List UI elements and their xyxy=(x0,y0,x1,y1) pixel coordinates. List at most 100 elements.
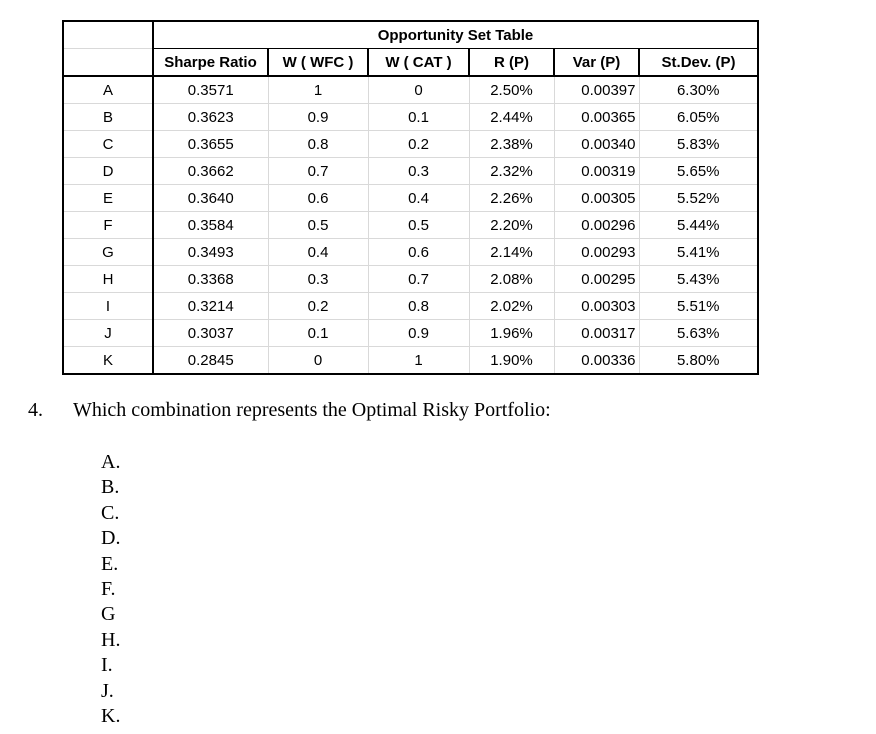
column-header-r-p: R (P) xyxy=(468,48,555,77)
row-label: B xyxy=(62,103,154,131)
question: 4. Which combination represents the Opti… xyxy=(28,399,551,422)
row-label: F xyxy=(62,211,154,239)
table-cell: 0.00340 xyxy=(553,130,640,158)
row-label: I xyxy=(62,292,154,320)
table-cell: 0.00336 xyxy=(553,346,640,375)
header-blank-cell xyxy=(62,48,154,77)
table-cell: 0.2 xyxy=(367,130,470,158)
table-cell: 0.4 xyxy=(267,238,369,266)
table-row: H 0.3368 0.3 0.7 2.08% 0.00295 5.43% xyxy=(62,265,759,293)
answer-option: H. xyxy=(101,628,121,651)
answer-option: I. xyxy=(101,654,113,677)
table-cell: 5.43% xyxy=(638,265,759,293)
table-cell: 0.6 xyxy=(367,238,470,266)
table-row: D 0.3662 0.7 0.3 2.32% 0.00319 5.65% xyxy=(62,157,759,185)
answer-option: D. xyxy=(101,527,121,550)
table-cell: 2.50% xyxy=(468,75,555,104)
table-cell: 0.3214 xyxy=(152,292,269,320)
table-cell: 0.00295 xyxy=(553,265,640,293)
table-row: F 0.3584 0.5 0.5 2.20% 0.00296 5.44% xyxy=(62,211,759,239)
table-cell: 5.52% xyxy=(638,184,759,212)
row-label: J xyxy=(62,319,154,347)
table-cell: 0.7 xyxy=(267,157,369,185)
answer-option: K. xyxy=(101,704,121,727)
table-title: Opportunity Set Table xyxy=(152,20,759,49)
column-header-stdev-p: St.Dev. (P) xyxy=(638,48,759,77)
table-cell: 0.9 xyxy=(367,319,470,347)
table-cell: 0.1 xyxy=(367,103,470,131)
table-cell: 0.8 xyxy=(367,292,470,320)
answer-option: A. xyxy=(101,451,121,473)
table-cell: 0.8 xyxy=(267,130,369,158)
table-row: E 0.3640 0.6 0.4 2.26% 0.00305 5.52% xyxy=(62,184,759,212)
table-cell: 5.41% xyxy=(638,238,759,266)
table-cell: 0.5 xyxy=(367,211,470,239)
table-cell: 0.00365 xyxy=(553,103,640,131)
row-label: A xyxy=(62,75,154,104)
answer-option: E. xyxy=(101,552,119,575)
answer-option: J. xyxy=(101,679,114,702)
table-cell: 0.3584 xyxy=(152,211,269,239)
table-cell: 6.30% xyxy=(638,75,759,104)
table-cell: 0.6 xyxy=(267,184,369,212)
table-cell: 6.05% xyxy=(638,103,759,131)
table-cell: 2.32% xyxy=(468,157,555,185)
table-cell: 2.20% xyxy=(468,211,555,239)
table-cell: 0 xyxy=(367,75,470,104)
column-header-w-cat: W ( CAT ) xyxy=(367,48,470,77)
opportunity-set-table: Opportunity Set Table Sharpe Ratio W ( W… xyxy=(62,20,759,375)
row-label: K xyxy=(62,346,154,375)
table-cell: 5.83% xyxy=(638,130,759,158)
table-header-row: Sharpe Ratio W ( WFC ) W ( CAT ) R (P) V… xyxy=(62,48,759,77)
answer-option: G xyxy=(101,603,116,626)
table-row: A 0.3571 1 0 2.50% 0.00397 6.30% xyxy=(62,75,759,104)
table-row: J 0.3037 0.1 0.9 1.96% 0.00317 5.63% xyxy=(62,319,759,347)
table-cell: 0.2 xyxy=(267,292,369,320)
table-cell: 0 xyxy=(267,346,369,375)
table-cell: 0.3 xyxy=(367,157,470,185)
table-cell: 0.3655 xyxy=(152,130,269,158)
table-cell: 0.00317 xyxy=(553,319,640,347)
table-cell: 0.2845 xyxy=(152,346,269,375)
corner-blank-cell xyxy=(62,20,154,49)
row-label: E xyxy=(62,184,154,212)
table-row: K 0.2845 0 1 1.90% 0.00336 5.80% xyxy=(62,346,759,375)
table-cell: 0.7 xyxy=(367,265,470,293)
column-header-sharpe-ratio: Sharpe Ratio xyxy=(152,48,269,77)
table-cell: 0.3640 xyxy=(152,184,269,212)
row-label: D xyxy=(62,157,154,185)
answer-option: F. xyxy=(101,577,116,600)
table-cell: 0.3623 xyxy=(152,103,269,131)
table-cell: 2.14% xyxy=(468,238,555,266)
row-label: G xyxy=(62,238,154,266)
table-cell: 0.3493 xyxy=(152,238,269,266)
column-header-var-p: Var (P) xyxy=(553,48,640,77)
table-cell: 2.08% xyxy=(468,265,555,293)
table-cell: 5.80% xyxy=(638,346,759,375)
table-cell: 0.1 xyxy=(267,319,369,347)
table-cell: 5.63% xyxy=(638,319,759,347)
table-cell: 0.3037 xyxy=(152,319,269,347)
table-cell: 0.3 xyxy=(267,265,369,293)
question-number: 4. xyxy=(28,399,43,421)
table-cell: 1 xyxy=(367,346,470,375)
table-row: C 0.3655 0.8 0.2 2.38% 0.00340 5.83% xyxy=(62,130,759,158)
table-cell: 0.00293 xyxy=(553,238,640,266)
answer-options-list: A. B. C. D. E. F. G H. I. J. K. xyxy=(101,450,120,729)
table-cell: 1.96% xyxy=(468,319,555,347)
table-cell: 0.3571 xyxy=(152,75,269,104)
row-label: H xyxy=(62,265,154,293)
table-cell: 2.26% xyxy=(468,184,555,212)
table-cell: 5.44% xyxy=(638,211,759,239)
table-cell: 2.02% xyxy=(468,292,555,320)
table-cell: 0.00319 xyxy=(553,157,640,185)
table-cell: 0.00305 xyxy=(553,184,640,212)
table-row: I 0.3214 0.2 0.8 2.02% 0.00303 5.51% xyxy=(62,292,759,320)
answer-option: B. xyxy=(101,476,120,499)
table-cell: 2.38% xyxy=(468,130,555,158)
table-cell: 2.44% xyxy=(468,103,555,131)
column-header-w-wfc: W ( WFC ) xyxy=(267,48,369,77)
table-row: B 0.3623 0.9 0.1 2.44% 0.00365 6.05% xyxy=(62,103,759,131)
question-text: Which combination represents the Optimal… xyxy=(73,399,551,421)
table-cell: 0.00397 xyxy=(553,75,640,104)
